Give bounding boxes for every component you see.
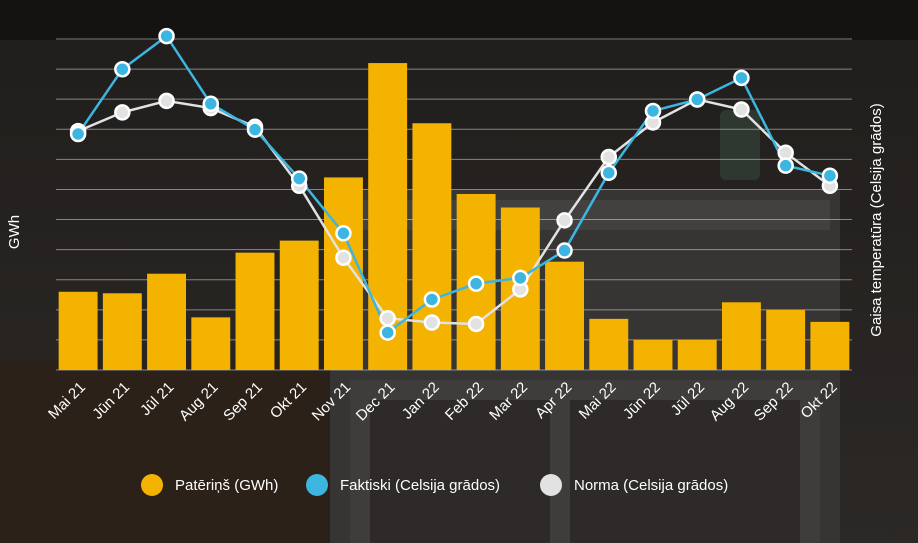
y-axis-left-label: GWh — [6, 214, 23, 250]
x-tick-label: Nov 21 — [309, 379, 355, 425]
x-tick-label: Jūn 21 — [89, 379, 133, 423]
point-norm — [379, 309, 396, 327]
legend-label-actual: Faktiski (Celsija grādos) — [340, 476, 501, 494]
point-norm — [467, 315, 485, 333]
legend-label-norm: Norma (Celsija grādos) — [574, 476, 729, 494]
point-actual — [158, 27, 175, 45]
bar-consumption — [589, 318, 629, 370]
point-actual — [600, 164, 618, 182]
point-actual — [69, 125, 87, 143]
point-actual — [423, 291, 441, 308]
bar-consumption — [191, 317, 231, 370]
point-norm — [423, 314, 441, 331]
x-tick-label: Apr 22 — [532, 379, 575, 422]
point-actual — [777, 157, 794, 174]
bar-consumption — [545, 261, 585, 370]
point-norm — [556, 212, 573, 229]
x-tick-label: Aug 22 — [707, 379, 753, 425]
legend-marker-norm — [540, 474, 562, 496]
x-tick-label: Okt 21 — [267, 379, 310, 422]
x-tick-label: Sep 22 — [751, 379, 797, 425]
line-series — [69, 27, 839, 341]
x-tick-label: Dec 21 — [353, 379, 399, 425]
x-tick-label: Sep 21 — [220, 379, 266, 425]
x-tick-label: Mai 22 — [576, 379, 620, 423]
bar-consumption — [102, 293, 142, 370]
bar-consumption — [147, 273, 187, 370]
point-actual — [290, 170, 308, 187]
y-axis-right-label: Gaisa temperatūra (Celsija grādos) — [868, 103, 885, 337]
point-actual — [688, 91, 706, 108]
line-actual — [77, 34, 831, 335]
bar-consumption — [766, 309, 806, 370]
legend-label-consumption: Patēriņš (GWh) — [175, 476, 279, 494]
point-actual — [246, 121, 264, 138]
point-actual — [379, 324, 396, 341]
point-norm — [600, 148, 618, 166]
x-tick-label: Feb 22 — [442, 379, 487, 424]
x-tick-label: Mai 21 — [45, 379, 89, 423]
point-actual — [556, 242, 573, 259]
point-norm — [733, 101, 750, 118]
legend: Patēriņš (GWh) Faktiski (Celsija grādos)… — [0, 474, 918, 504]
x-tick-label: Jūn 22 — [620, 379, 664, 423]
x-tick-label: Jūl 22 — [668, 379, 708, 419]
x-tick-label: Jūl 21 — [137, 379, 177, 419]
bar-consumption — [721, 302, 761, 370]
x-tick-label: Okt 22 — [797, 379, 840, 422]
point-norm — [114, 104, 131, 121]
point-norm — [335, 249, 352, 266]
bar-consumption — [677, 339, 717, 370]
bar-consumption — [412, 123, 452, 370]
point-actual — [733, 69, 750, 87]
point-norm — [158, 92, 175, 110]
legend-marker-consumption — [141, 474, 163, 496]
bar-consumption — [633, 339, 673, 370]
bar-consumption — [323, 177, 363, 370]
legend-item-consumption: Patēriņš (GWh) — [141, 474, 278, 496]
legend-marker-actual — [306, 474, 328, 496]
point-actual — [644, 102, 662, 120]
x-tick-label: Aug 21 — [176, 379, 222, 425]
bar-consumption — [58, 291, 98, 370]
point-actual — [202, 95, 220, 113]
x-tick-label: Jan 22 — [399, 379, 443, 423]
point-actual — [821, 167, 839, 184]
point-actual — [512, 269, 529, 287]
legend-item-actual: Faktiski (Celsija grādos) — [306, 474, 500, 496]
bar-consumption — [810, 321, 850, 370]
point-actual — [114, 60, 131, 78]
x-tick-label: Mar 22 — [486, 379, 531, 424]
bar-consumption — [279, 240, 319, 370]
point-actual — [467, 275, 485, 292]
legend-item-norm: Norma (Celsija grādos) — [540, 474, 728, 496]
point-actual — [335, 225, 352, 242]
bar-consumption — [235, 252, 275, 370]
